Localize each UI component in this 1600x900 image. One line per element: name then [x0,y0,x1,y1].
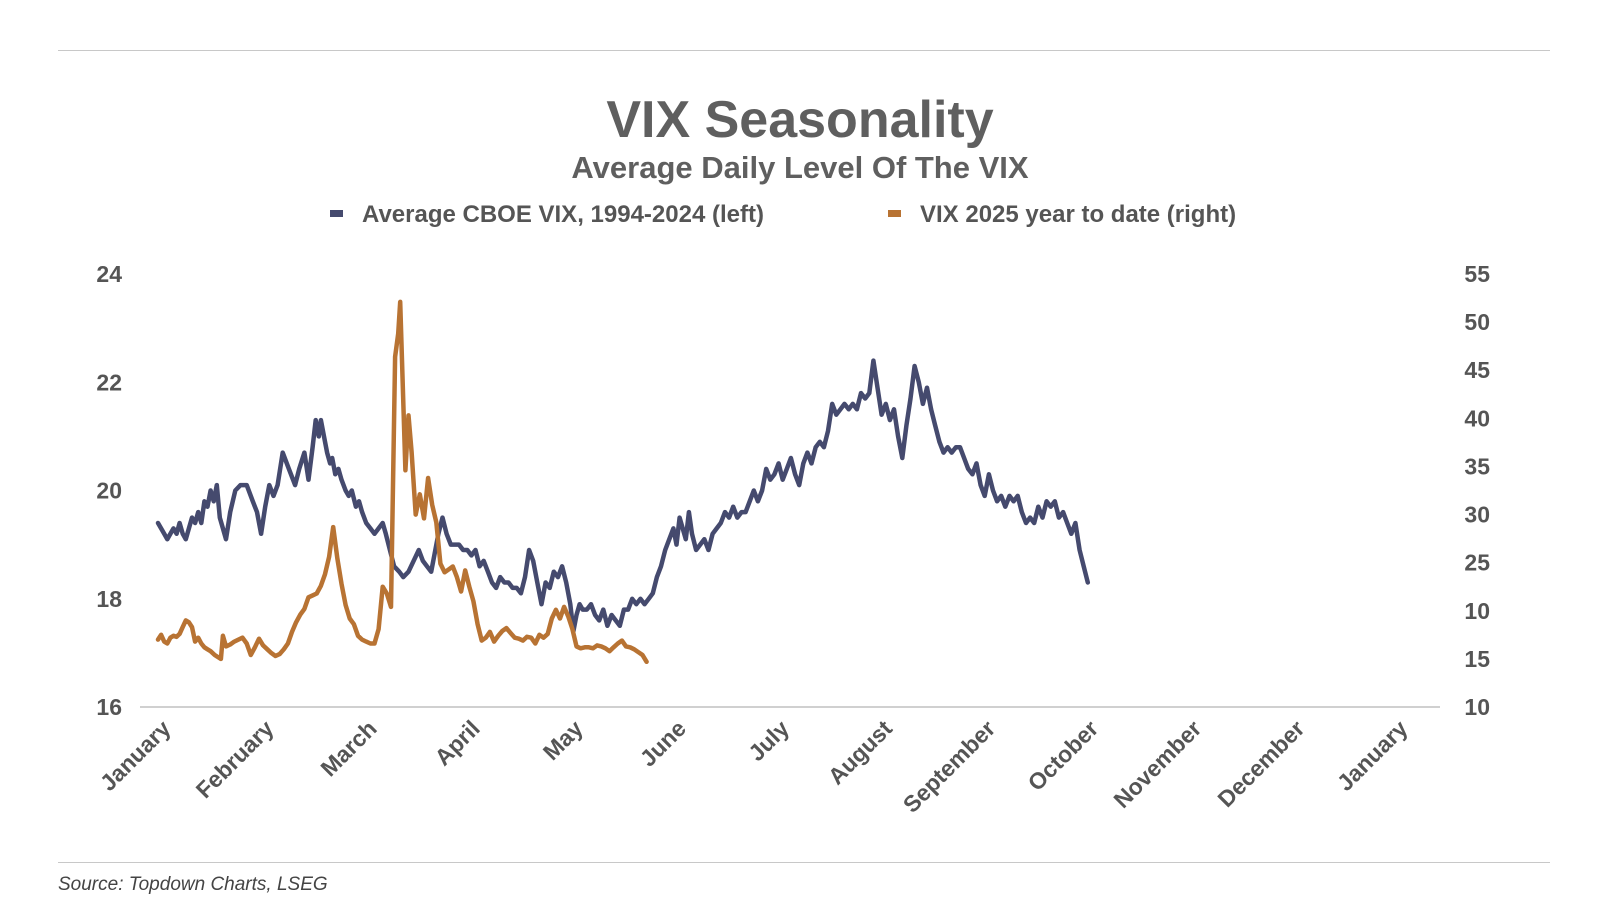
y-right-tick-label: 15 [1464,646,1490,672]
y-right-tick-label: 35 [1464,453,1490,479]
x-tick-label: May [538,715,588,765]
x-tick-label: September [898,715,1000,817]
y-left-tick-label: 22 [96,369,122,395]
y-right-tick-label: 30 [1464,502,1490,528]
x-tick-label: August [823,715,898,790]
y-left-tick-label: 20 [96,478,122,504]
x-tick-label: January [95,715,176,796]
y-left-tick-label: 16 [96,694,122,720]
x-tick-label: April [429,715,484,770]
legend-label-vix-average: Average CBOE VIX, 1994-2024 (left) [362,201,764,228]
x-tick-label: January [1332,715,1413,796]
y-right-tick-label: 25 [1464,550,1490,576]
x-tick-label: October [1023,715,1104,796]
series-line-vix-average [155,358,1091,634]
legend: Average CBOE VIX, 1994-2024 (left) VIX 2… [330,201,1236,228]
legend-label-vix-2025: VIX 2025 year to date (right) [920,201,1236,228]
x-tick-label: March [315,715,381,781]
x-axis: January February March April May June July Augu… [95,715,1413,818]
y-right-tick-label: 45 [1464,357,1490,383]
legend-swatch-vix-average [330,210,343,217]
x-tick-label: February [191,715,279,803]
chart-subtitle: Average Daily Level Of The VIX [571,150,1028,185]
x-tick-label: June [635,715,691,771]
source-note: Source: Topdown Charts, LSEG [58,874,328,895]
series-line-vix-2025 [155,299,649,665]
x-tick-label: November [1108,715,1206,813]
x-tick-label: December [1212,715,1309,812]
bottom-rule [58,862,1550,863]
y-axis-right: 10 15 10 25 30 35 40 45 50 55 [1464,261,1490,720]
x-tick-label: July [743,715,794,766]
y-right-tick-label: 10 [1464,694,1490,720]
y-right-tick-label: 50 [1464,309,1490,335]
y-right-tick-label: 55 [1464,261,1490,287]
top-rule [58,50,1550,51]
y-left-tick-label: 24 [96,261,122,287]
y-right-tick-label: 40 [1464,405,1490,431]
y-right-tick-label: 10 [1464,598,1490,624]
legend-swatch-vix-2025 [888,210,901,217]
y-axis-left: 16 18 20 22 24 [96,261,122,720]
y-left-tick-label: 18 [96,586,122,612]
chart-title: VIX Seasonality [606,91,993,149]
